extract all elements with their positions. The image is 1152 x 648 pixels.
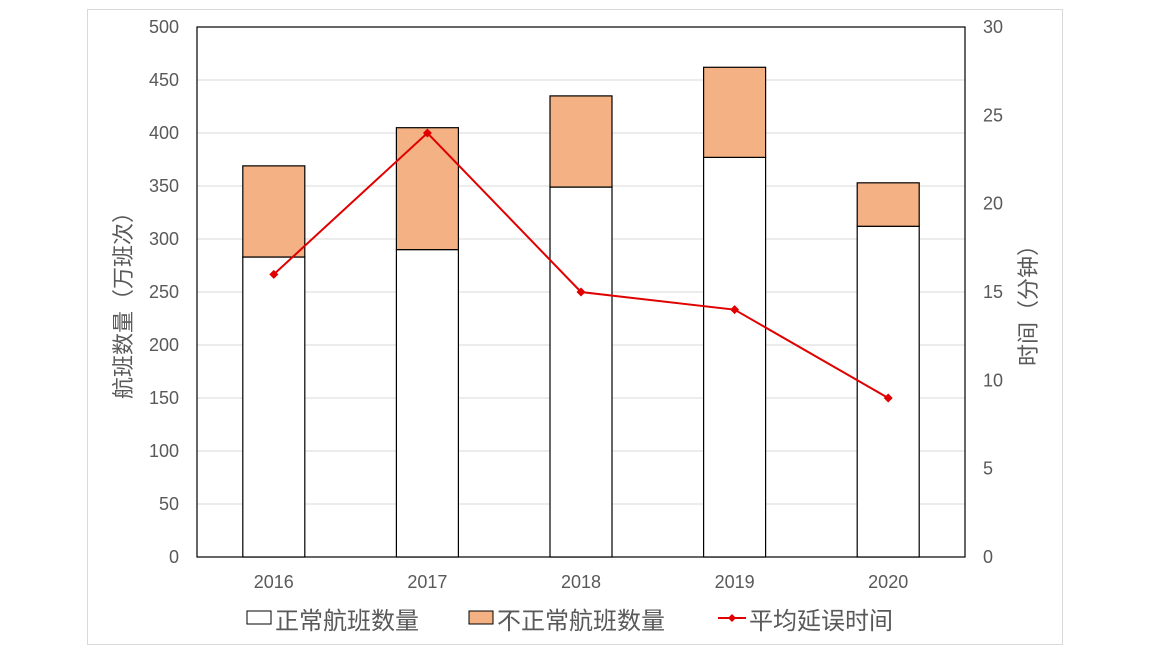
bar-normal: [395, 249, 459, 558]
bar-abnormal: [702, 66, 767, 158]
delay-marker: [576, 287, 586, 297]
delay-marker: [422, 128, 432, 138]
y2-tick-label: 20: [983, 194, 1003, 214]
x-tick-label: 2019: [715, 572, 755, 592]
legend-swatch-abnormal: [468, 610, 494, 625]
x-tick-label: 2020: [868, 572, 908, 592]
y2-tick-label: 30: [983, 17, 1003, 37]
legend-swatch-normal: [246, 610, 272, 625]
y-tick-label: 50: [159, 494, 179, 514]
bar-normal: [856, 225, 920, 558]
y2-axis-title: 时间（分钟）: [1016, 234, 1041, 366]
bar-normal: [242, 256, 306, 558]
y2-tick-label: 15: [983, 282, 1003, 302]
y-tick-label: 100: [149, 441, 179, 461]
delay-marker: [730, 305, 740, 315]
y-tick-label: 500: [149, 17, 179, 37]
legend-label-normal: 正常航班数量: [275, 608, 419, 635]
y2-tick-label: 10: [983, 370, 1003, 390]
bar-normal: [549, 186, 613, 558]
y2-tick-label: 0: [983, 547, 993, 567]
y-tick-label: 300: [149, 229, 179, 249]
y2-tick-label: 25: [983, 105, 1003, 125]
legend-label-abnormal: 不正常航班数量: [497, 608, 665, 635]
y-tick-label: 250: [149, 282, 179, 302]
y-tick-label: 200: [149, 335, 179, 355]
y-axis-title: 航班数量（万班次）: [111, 201, 136, 399]
bar-normal: [702, 156, 767, 558]
delay-marker: [883, 393, 893, 403]
chart-frame: [87, 9, 1063, 645]
y-tick-label: 450: [149, 70, 179, 90]
x-tick-label: 2018: [561, 572, 601, 592]
x-tick-label: 2016: [254, 572, 294, 592]
delay-marker: [269, 269, 279, 279]
bar-abnormal: [395, 127, 459, 251]
y-tick-label: 150: [149, 388, 179, 408]
y2-tick-label: 5: [983, 459, 993, 479]
y-tick-label: 350: [149, 176, 179, 196]
y-tick-label: 0: [169, 547, 179, 567]
legend-marker-delay: [728, 614, 736, 622]
legend-label-delay: 平均延误时间: [749, 608, 893, 635]
bar-abnormal: [856, 182, 920, 227]
bar-abnormal: [549, 95, 613, 188]
y-tick-label: 400: [149, 123, 179, 143]
bar-abnormal: [242, 165, 306, 258]
x-tick-label: 2017: [407, 572, 447, 592]
